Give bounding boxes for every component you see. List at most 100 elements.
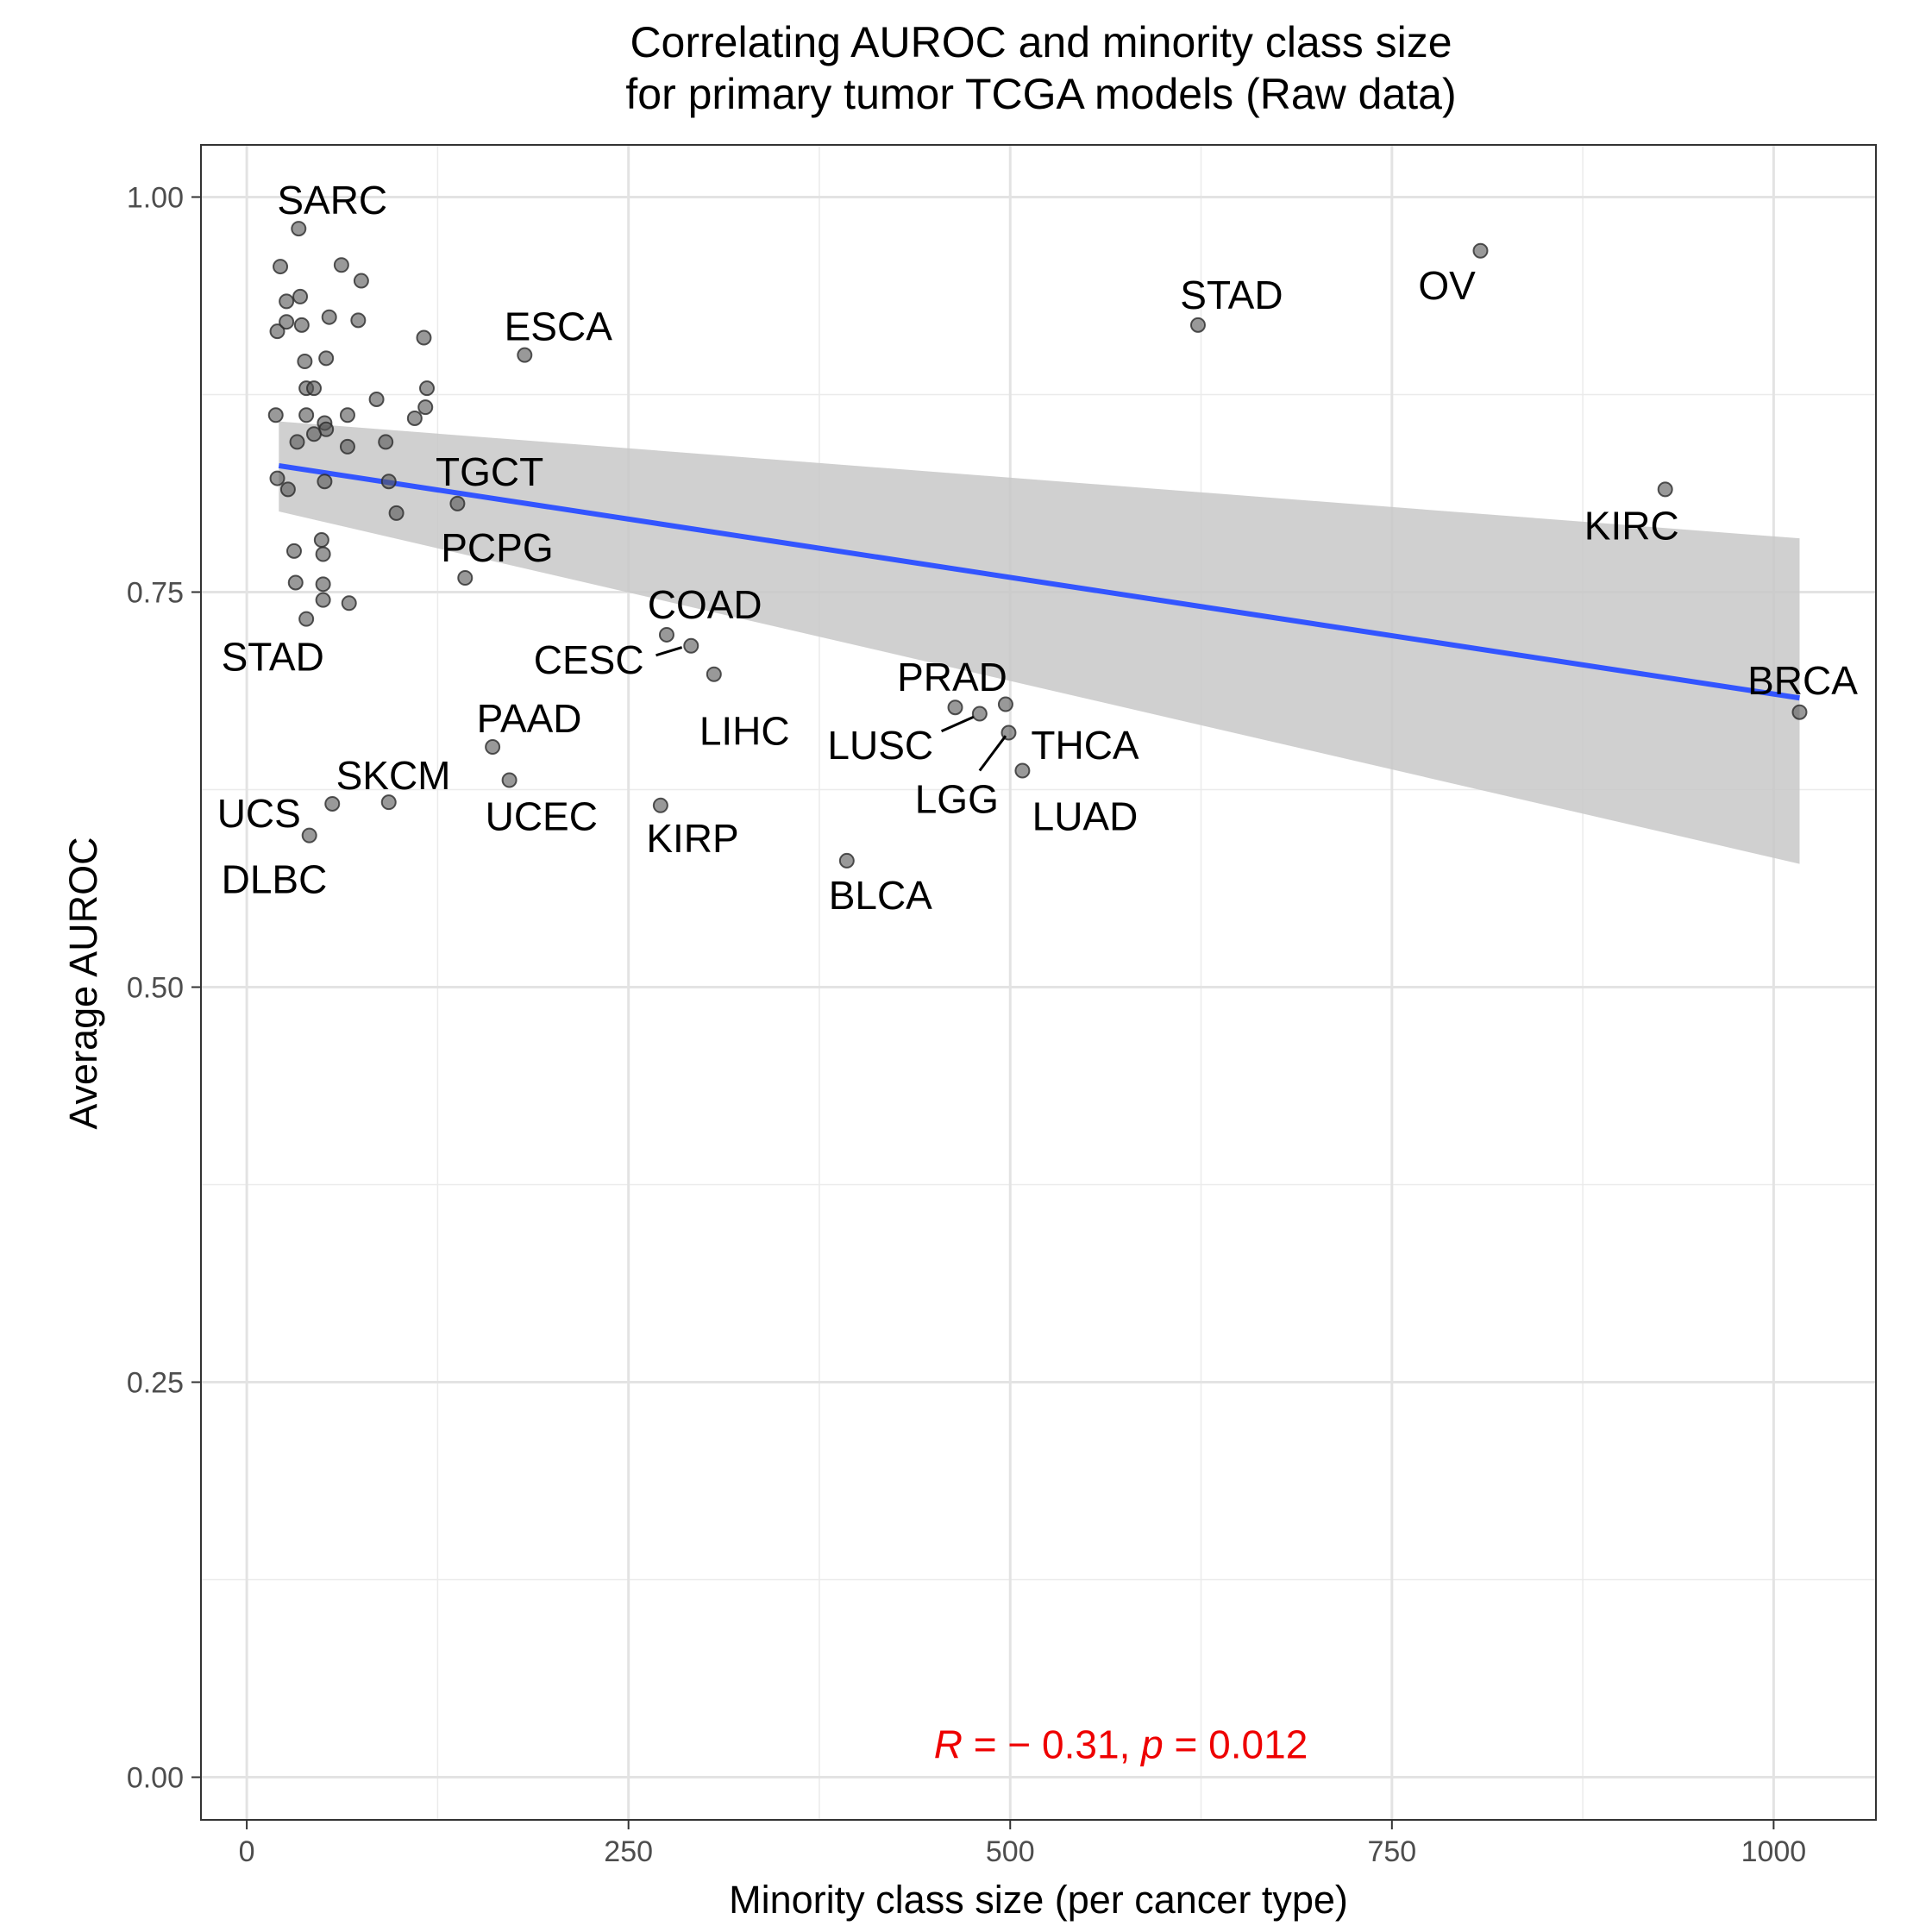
point-label: PRAD [897,655,1007,699]
data-point [306,426,323,442]
point-label: LGG [915,776,999,821]
data-point [297,353,313,369]
point-label: STAD [1180,273,1283,317]
point-label: LUAD [1032,794,1138,838]
data-points [267,221,1808,869]
plot-panel [201,145,1876,1820]
data-point [1472,242,1489,259]
chart-title-line-2: for primary tumor TCGA models (Raw data) [625,70,1456,118]
data-point [1189,317,1206,333]
leader-line [978,735,1007,772]
data-point [517,347,533,363]
r-symbol: R [934,1722,963,1767]
point-label: KIRC [1584,503,1679,548]
data-point [378,434,394,450]
p-value: = 0.012 [1164,1722,1308,1767]
data-point [317,474,333,490]
point-label: BLCA [829,873,932,918]
regression-line [278,462,1800,701]
data-point [947,699,963,716]
leader-line [656,646,683,657]
data-point [417,399,434,416]
data-point [971,706,988,722]
label-leader-lines [656,646,1007,772]
data-point [293,317,310,333]
data-point [368,391,385,407]
point-label: CESC [534,637,644,682]
point-label: COAD [648,582,762,627]
point-label: BRCA [1747,658,1858,703]
data-point [449,495,466,511]
data-point [269,323,285,340]
data-point [388,505,405,521]
x-tick-label: 500 [986,1835,1035,1868]
point-label: SKCM [336,753,451,798]
data-point [658,626,674,643]
point-label: STAD [222,634,324,679]
chart-title-line-1: Correlating AUROC and minority class siz… [630,18,1452,66]
data-point [350,312,367,329]
data-point [380,794,397,811]
point-label: LIHC [699,709,790,754]
data-point [287,574,304,591]
leader-line [940,715,975,733]
data-point [315,576,331,593]
data-point [1014,762,1031,779]
data-point [301,827,317,844]
data-point [501,772,518,788]
y-tick-label: 0.75 [127,576,184,609]
y-axis-ticks: 0.00 0.25 0.50 0.75 1.00 [127,181,201,1795]
data-point [1791,704,1808,720]
data-point [298,407,315,423]
x-axis-title: Minority class size (per cancer type) [729,1878,1348,1922]
data-point [419,380,436,397]
data-point [380,474,397,490]
x-tick-label: 0 [239,1835,255,1868]
data-point [298,611,315,627]
data-point [313,532,329,549]
regression-line-group [278,462,1800,701]
point-label: TGCT [436,449,543,494]
data-point [269,470,285,486]
y-tick-label: 1.00 [127,181,184,214]
data-point [289,434,305,450]
point-label: THCA [1031,723,1139,768]
x-tick-label: 250 [604,1835,653,1868]
data-point [706,666,722,682]
data-point [339,438,355,455]
data-point [406,410,423,426]
r-value: = − 0.31, [963,1722,1141,1767]
data-point [416,329,432,346]
data-point [333,257,349,273]
data-point [341,595,357,612]
data-point [267,407,284,423]
y-tick-label: 0.00 [127,1762,184,1795]
data-point [315,592,331,608]
point-label: LUSC [827,723,933,768]
y-tick-label: 0.25 [127,1367,184,1400]
data-point [321,309,337,325]
data-point [292,288,309,304]
data-point [683,637,699,654]
point-label: KIRP [646,816,738,861]
point-label: OV [1418,263,1476,308]
correlation-annotation: R = − 0.31, p = 0.012 [934,1722,1308,1767]
data-point [997,696,1013,712]
data-point [838,852,855,869]
data-point [485,739,501,756]
confidence-band-group [279,421,1800,864]
data-point [285,543,302,559]
data-point [279,481,296,498]
y-tick-label: 0.50 [127,971,184,1004]
point-label: SARC [277,178,387,223]
point-label: ESCA [505,304,613,349]
point-label: UCS [217,791,301,836]
y-axis-title: Average AUROC [61,837,105,1129]
data-point [457,569,474,586]
data-point [315,546,331,562]
x-tick-label: 750 [1367,1835,1416,1868]
data-point [318,350,335,367]
plot-border [200,144,1877,1821]
